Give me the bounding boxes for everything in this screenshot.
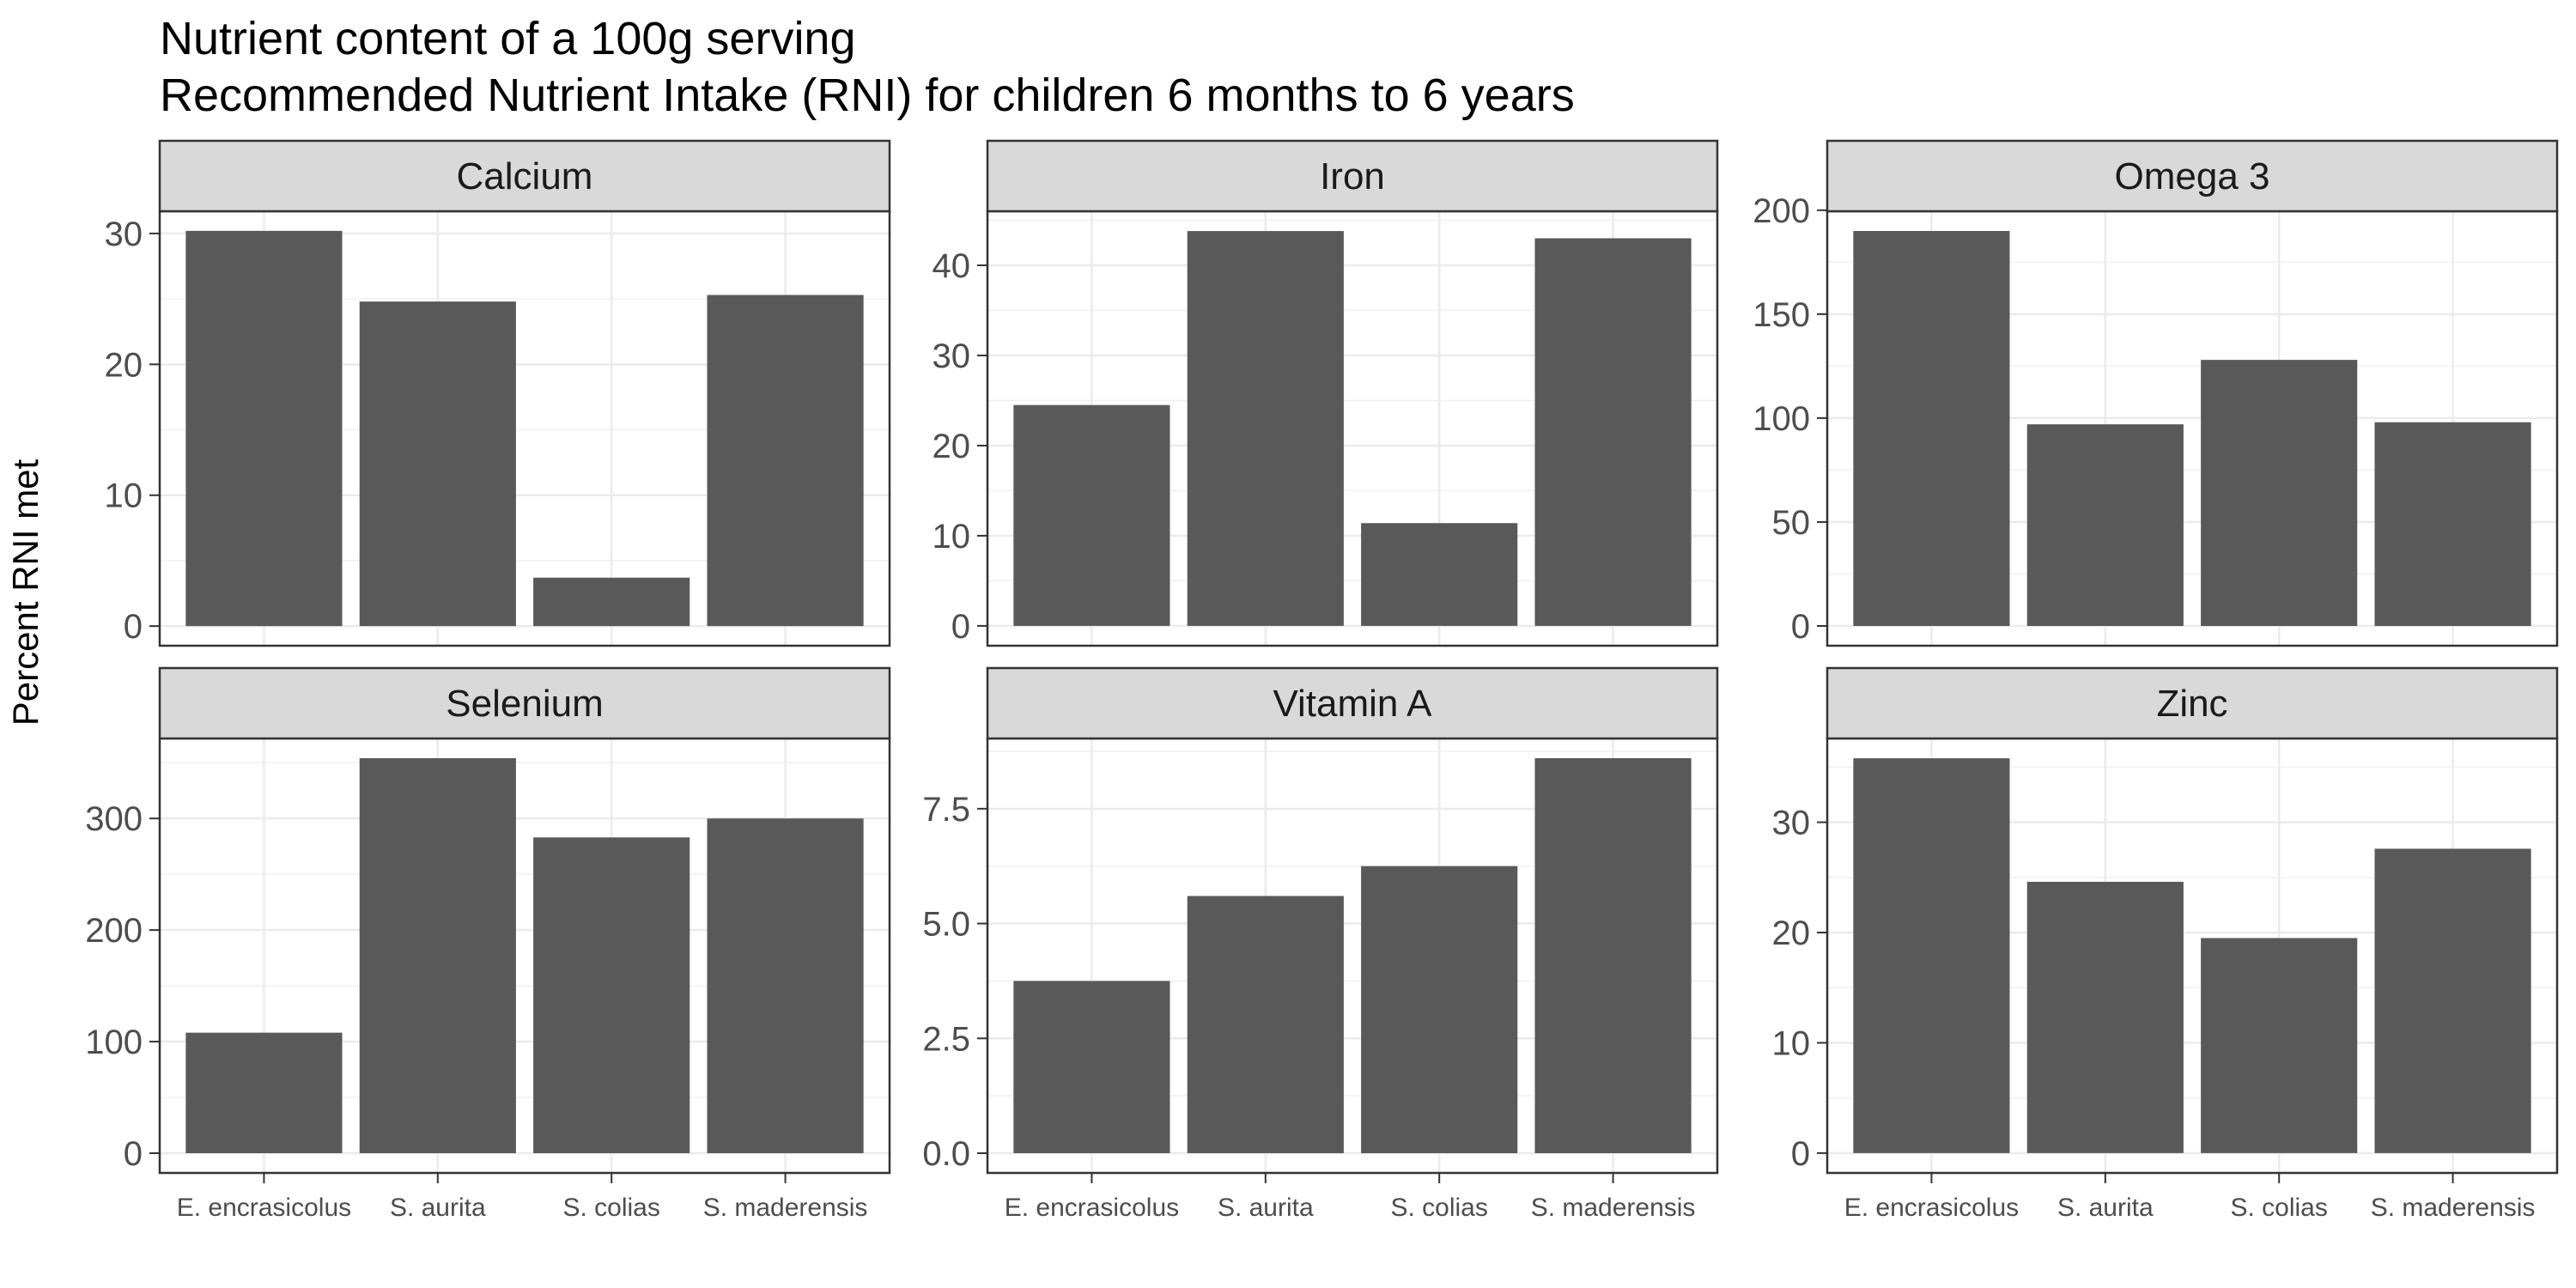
- bar-calcium-s-aurita: [359, 301, 516, 627]
- bar-vitamin-a-s-colias: [1361, 866, 1518, 1153]
- bar-omega-3-s-aurita: [2026, 424, 2184, 626]
- facet-selenium: 0 100 200 300 Selenium E. encrasicolus S. auri…: [85, 666, 891, 1222]
- x-tick-label: S. aurita: [390, 1194, 486, 1222]
- y-tick-label: 30: [1772, 805, 1811, 842]
- title-line-1: Nutrient content of a 100g serving: [160, 13, 856, 64]
- facet-title: Zinc: [2156, 683, 2227, 725]
- x-tick-label: S. colias: [1390, 1194, 1487, 1222]
- bar-zinc-s-colias: [2201, 938, 2358, 1153]
- bar-calcium-e-encrasicolus: [185, 230, 343, 627]
- facet-title: Selenium: [446, 683, 603, 725]
- bar-calcium-s-maderensis: [707, 295, 864, 627]
- x-tick-label: S. aurita: [1218, 1194, 1314, 1222]
- facet-iron: 0 10 20 30 40 Iron: [933, 139, 1719, 647]
- bar-omega-3-e-encrasicolus: [1853, 231, 2010, 626]
- x-tick-label: E. encrasicolus: [1005, 1194, 1179, 1222]
- bar-vitamin-a-e-encrasicolus: [1013, 981, 1170, 1153]
- facet-strip: [986, 139, 1719, 213]
- facet-calcium: 0 10 20 30 Calcium: [105, 139, 891, 647]
- bar-omega-3-s-colias: [2201, 360, 2358, 626]
- y-tick-label: 300: [85, 800, 143, 838]
- facet-zinc: 0 10 20 30 Zinc E. encrasicolus S. aurita S. co…: [1772, 666, 2559, 1222]
- facet-vitamin-a: 0.0 2.5 5.0 7.5 Vitamin A E. encrasicolus S. a…: [922, 666, 1719, 1222]
- bar-vitamin-a-s-maderensis: [1534, 758, 1692, 1153]
- x-tick-label: E. encrasicolus: [1844, 1194, 2019, 1222]
- bar-vitamin-a-s-aurita: [1187, 896, 1344, 1153]
- x-tick-label: E. encrasicolus: [177, 1194, 351, 1222]
- y-tick-label: 0: [951, 608, 970, 646]
- facet-omega-3: 0 50 100 150 200 Omega 3: [1753, 139, 2559, 647]
- bar-iron-s-colias: [1361, 523, 1518, 626]
- y-tick-label: 2.5: [922, 1020, 970, 1058]
- y-tick-label: 0.0: [922, 1135, 970, 1173]
- y-tick-label: 0: [124, 608, 143, 646]
- facet-title: Calcium: [457, 155, 593, 197]
- bar-selenium-e-encrasicolus: [185, 1032, 343, 1153]
- y-tick-label: 10: [105, 477, 143, 515]
- y-tick-label: 100: [1753, 400, 1810, 438]
- y-tick-label: 20: [105, 346, 143, 384]
- y-tick-label: 10: [1772, 1024, 1811, 1062]
- x-tick-label: S. aurita: [2057, 1194, 2154, 1222]
- bar-zinc-s-aurita: [2026, 881, 2184, 1153]
- x-tick-label: S. maderensis: [2371, 1194, 2536, 1222]
- title-line-2: Recommended Nutrient Intake (RNI) for ch…: [160, 70, 1575, 121]
- bar-selenium-s-colias: [533, 837, 690, 1153]
- facet-title: Vitamin A: [1273, 683, 1432, 725]
- y-tick-label: 20: [933, 428, 971, 465]
- bar-zinc-e-encrasicolus: [1853, 758, 2010, 1153]
- bar-selenium-s-aurita: [359, 758, 516, 1153]
- y-tick-label: 200: [85, 912, 143, 950]
- facet-title: Iron: [1320, 155, 1385, 197]
- bar-selenium-s-maderensis: [707, 818, 864, 1153]
- facet-title: Omega 3: [2115, 155, 2270, 197]
- y-tick-label: 200: [1753, 192, 1810, 230]
- chart-title: Nutrient content of a 100g serving Recom…: [160, 10, 1575, 124]
- y-tick-label: 0: [124, 1135, 143, 1173]
- y-tick-label: 40: [933, 247, 971, 285]
- bar-iron-s-aurita: [1187, 231, 1344, 626]
- facet-strip: [1826, 666, 2559, 740]
- y-tick-label: 10: [933, 518, 971, 556]
- y-tick-label: 0: [1791, 1135, 1810, 1173]
- bar-iron-e-encrasicolus: [1013, 404, 1170, 626]
- facet-strip: [986, 666, 1719, 740]
- bar-omega-3-s-maderensis: [2374, 422, 2531, 626]
- facet-strip: [1826, 139, 2559, 213]
- y-tick-label: 100: [85, 1024, 143, 1061]
- facet-strip: [158, 139, 891, 213]
- y-tick-label: 20: [1772, 914, 1811, 952]
- x-tick-label: S. colias: [2230, 1194, 2327, 1222]
- y-tick-label: 150: [1753, 296, 1810, 334]
- x-tick-label: S. colias: [562, 1194, 659, 1222]
- y-tick-label: 50: [1772, 504, 1811, 542]
- x-tick-label: S. maderensis: [1531, 1194, 1696, 1222]
- y-tick-label: 30: [933, 337, 971, 375]
- bar-zinc-s-maderensis: [2374, 848, 2531, 1153]
- y-tick-label: 30: [105, 216, 143, 253]
- y-tick-label: 7.5: [922, 791, 970, 829]
- bar-calcium-s-colias: [533, 577, 690, 627]
- x-tick-label: S. maderensis: [703, 1194, 868, 1222]
- y-tick-label: 5.0: [922, 906, 970, 944]
- facet-strip: [158, 666, 891, 740]
- bar-iron-s-maderensis: [1534, 238, 1692, 626]
- y-tick-label: 0: [1791, 608, 1810, 646]
